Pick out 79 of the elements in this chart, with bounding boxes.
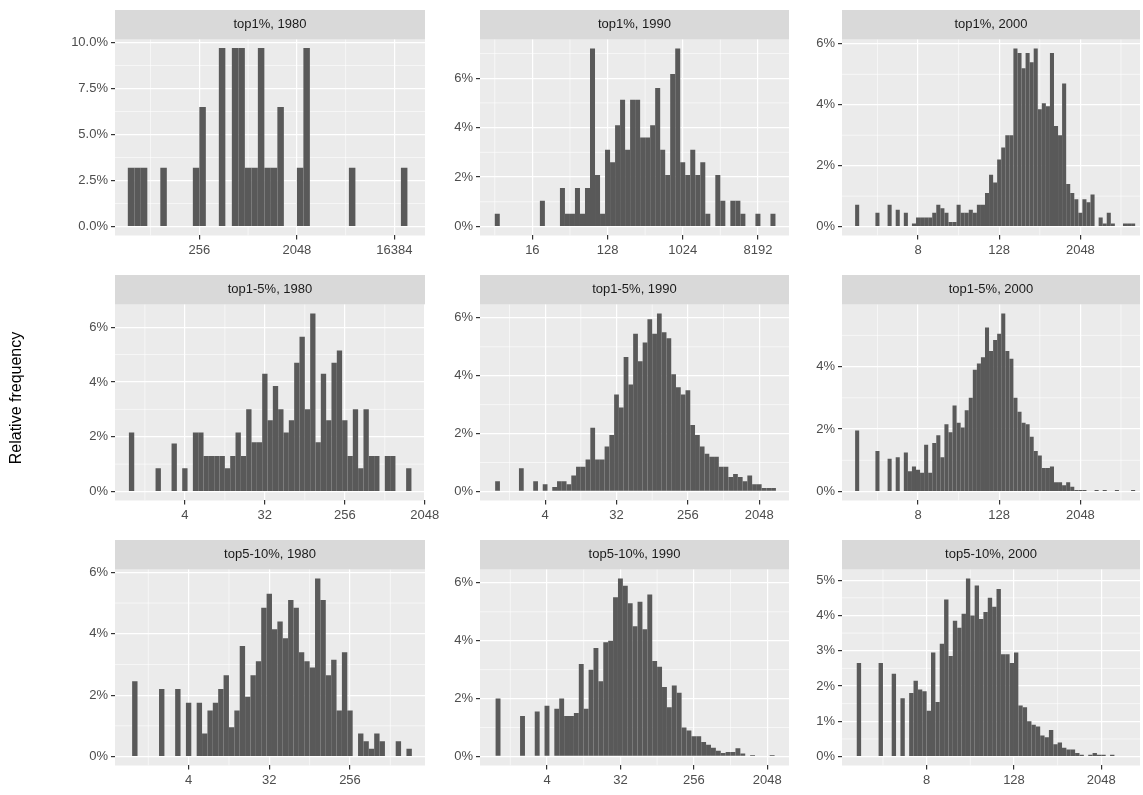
x-tick-label: 16384 bbox=[376, 241, 413, 257]
x-tick-label: 4 bbox=[184, 771, 193, 787]
x-tick-label: 2048 bbox=[1065, 241, 1095, 257]
x-tick-label: 1024 bbox=[668, 241, 698, 257]
x-tick-label: 8 bbox=[914, 506, 922, 522]
x-tick-label: 128 bbox=[596, 241, 619, 257]
chart-title: top5-10%, 2000 bbox=[945, 546, 1037, 562]
chart-title: top1-5%, 1990 bbox=[592, 281, 677, 297]
chart-title: top1-5%, 2000 bbox=[948, 281, 1034, 297]
x-tick-label: 4 bbox=[541, 506, 549, 522]
x-tick-label: 8 bbox=[914, 241, 922, 257]
y-tick-label: 0% bbox=[454, 218, 474, 234]
y-axis-title: Relative frequency bbox=[7, 331, 25, 464]
y-tick-label: 0% bbox=[816, 483, 836, 499]
x-tick-label: 2048 bbox=[410, 506, 440, 522]
y-tick-label: 6% bbox=[816, 35, 836, 51]
chart-title: top1%, 1980 bbox=[233, 16, 307, 32]
y-tick-label: 4% bbox=[454, 367, 474, 383]
y-tick-label: 5% bbox=[816, 571, 836, 587]
x-tick-label: 256 bbox=[677, 506, 699, 522]
x-tick-label: 32 bbox=[613, 771, 628, 787]
y-tick-label: 6% bbox=[89, 318, 109, 334]
y-tick-label: 6% bbox=[89, 563, 109, 579]
x-tick-label: 32 bbox=[257, 506, 273, 522]
chart-title: top5-10%, 1990 bbox=[588, 546, 681, 562]
x-tick-label: 2048 bbox=[1065, 506, 1095, 522]
y-tick-label: 2.5% bbox=[78, 172, 109, 188]
x-tick-label: 4 bbox=[181, 506, 189, 522]
x-tick-label: 32 bbox=[262, 771, 277, 787]
x-tick-label: 2048 bbox=[1086, 771, 1116, 787]
y-tick-label: 2% bbox=[816, 677, 836, 693]
y-tick-label: 4% bbox=[454, 119, 474, 135]
x-tick-label: 128 bbox=[1003, 771, 1025, 787]
y-tick-label: 6% bbox=[454, 574, 474, 590]
x-tick-label: 128 bbox=[988, 241, 1011, 257]
y-tick-label: 0% bbox=[816, 748, 836, 764]
y-tick-label: 5.0% bbox=[78, 126, 109, 142]
y-tick-label: 4% bbox=[816, 358, 836, 374]
y-tick-label: 6% bbox=[454, 309, 474, 325]
x-tick-label: 8192 bbox=[743, 241, 773, 257]
y-tick-label: 2% bbox=[89, 428, 109, 444]
x-tick-label: 2048 bbox=[752, 771, 782, 787]
y-tick-label: 2% bbox=[454, 168, 474, 184]
y-tick-label: 4% bbox=[454, 632, 474, 648]
y-tick-label: 0% bbox=[454, 748, 474, 764]
x-tick-label: 32 bbox=[609, 506, 624, 522]
y-tick-label: 4% bbox=[89, 373, 109, 389]
y-tick-label: 2% bbox=[816, 157, 836, 173]
x-tick-label: 256 bbox=[333, 506, 356, 522]
x-tick-label: 256 bbox=[339, 771, 361, 787]
y-tick-label: 0% bbox=[816, 218, 836, 234]
y-tick-label: 7.5% bbox=[78, 80, 109, 96]
y-tick-label: 0% bbox=[89, 483, 109, 499]
y-tick-label: 4% bbox=[89, 625, 109, 641]
x-tick-label: 2048 bbox=[282, 241, 312, 257]
y-tick-label: 4% bbox=[816, 96, 836, 112]
y-tick-label: 3% bbox=[816, 642, 836, 658]
y-tick-label: 2% bbox=[89, 686, 109, 702]
x-tick-label: 256 bbox=[682, 771, 705, 787]
x-tick-label: 4 bbox=[543, 771, 551, 787]
y-tick-label: 2% bbox=[454, 690, 474, 706]
y-tick-label: 6% bbox=[454, 69, 474, 85]
y-tick-label: 2% bbox=[454, 425, 474, 441]
chart-title: top5-10%, 1980 bbox=[224, 546, 316, 562]
y-tick-label: 0% bbox=[89, 748, 109, 764]
y-tick-label: 4% bbox=[816, 607, 836, 623]
chart-title: top1%, 2000 bbox=[954, 16, 1028, 32]
y-tick-label: 0% bbox=[454, 483, 474, 499]
y-tick-label: 0.0% bbox=[78, 218, 109, 234]
x-tick-label: 128 bbox=[988, 506, 1011, 522]
y-tick-label: 10.0% bbox=[71, 34, 109, 50]
x-tick-label: 16 bbox=[525, 241, 540, 257]
x-tick-label: 2048 bbox=[744, 506, 774, 522]
x-tick-label: 256 bbox=[188, 241, 211, 257]
chart-title: top1%, 1990 bbox=[597, 16, 672, 32]
x-tick-label: 8 bbox=[923, 771, 931, 787]
y-tick-label: 2% bbox=[816, 420, 836, 436]
y-tick-label: 1% bbox=[816, 712, 836, 728]
chart-title: top1-5%, 1980 bbox=[227, 281, 313, 297]
